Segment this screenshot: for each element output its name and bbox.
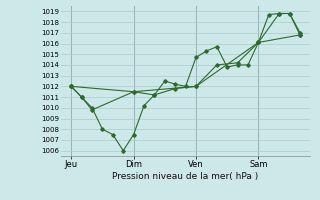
X-axis label: Pression niveau de la mer( hPa ): Pression niveau de la mer( hPa ) <box>112 172 259 181</box>
